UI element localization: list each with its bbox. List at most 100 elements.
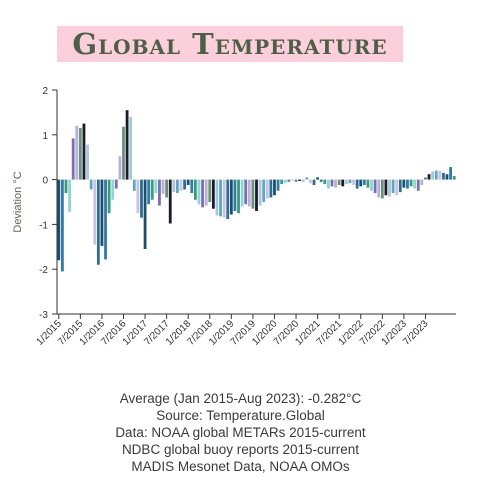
- y-axis-label: Deviation °C: [12, 171, 24, 232]
- y-tick-label: -2: [39, 265, 48, 276]
- bar: [413, 179, 417, 189]
- bar: [226, 179, 230, 220]
- bar: [114, 179, 118, 189]
- bar: [442, 172, 445, 180]
- bar: [305, 177, 309, 180]
- bar: [323, 179, 327, 185]
- bar: [388, 179, 391, 197]
- caption-source: Source: Temperature.Global: [156, 408, 325, 423]
- bar: [273, 179, 276, 196]
- bar: [326, 179, 330, 189]
- bar: [179, 179, 183, 191]
- bar: [247, 179, 251, 207]
- bar: [449, 167, 453, 180]
- bar: [341, 179, 345, 187]
- y-tick-label: -1: [39, 220, 48, 231]
- caption-data-madis: MADIS Mesonet Data, NOAA OMOs: [131, 459, 350, 474]
- bar: [78, 128, 82, 180]
- bar: [319, 179, 323, 182]
- bar: [316, 177, 320, 180]
- bar: [183, 179, 187, 190]
- bar: [57, 179, 61, 261]
- bar: [373, 179, 377, 194]
- bar: [445, 174, 449, 180]
- bar: [359, 179, 363, 187]
- bar: [140, 179, 143, 218]
- bar: [355, 179, 359, 189]
- title-banner: Global Temperature: [57, 26, 403, 62]
- bar: [384, 179, 388, 196]
- bar: [298, 179, 302, 181]
- bar: [165, 179, 169, 198]
- bar: [380, 179, 384, 199]
- bar: [291, 179, 294, 181]
- bar: [287, 179, 291, 182]
- bar: [391, 179, 395, 194]
- bar: [312, 179, 316, 185]
- bar: [89, 179, 93, 190]
- bar: [93, 179, 97, 245]
- bar: [255, 179, 258, 211]
- bar: [427, 174, 431, 180]
- bar: [75, 125, 79, 180]
- bar: [424, 177, 427, 180]
- bar: [334, 179, 337, 188]
- bar: [301, 179, 305, 182]
- bar: [330, 179, 334, 187]
- bar: [222, 179, 226, 218]
- bar: [161, 179, 165, 194]
- bar: [64, 179, 68, 194]
- bar: [366, 179, 370, 188]
- bar: [71, 138, 75, 180]
- bar: [262, 179, 266, 202]
- bar: [129, 116, 133, 180]
- bar: [82, 123, 86, 180]
- bar: [201, 179, 204, 208]
- bar: [143, 179, 147, 250]
- bar: [269, 179, 273, 198]
- bar: [237, 179, 240, 214]
- bar: [197, 179, 201, 205]
- y-tick-label: -3: [39, 310, 48, 321]
- bar: [309, 179, 312, 184]
- caption-average: Average (Jan 2015-Aug 2023): -0.282°C: [119, 391, 362, 406]
- bar: [280, 179, 284, 185]
- bar: [107, 179, 111, 214]
- bar: [352, 179, 355, 185]
- bar: [370, 179, 373, 191]
- bar: [186, 179, 190, 185]
- bar: [398, 179, 402, 193]
- bar: [283, 179, 287, 184]
- bar: [104, 179, 107, 260]
- bar: [276, 179, 280, 191]
- bar: [395, 179, 399, 196]
- bar: [337, 179, 341, 185]
- bar: [402, 179, 406, 188]
- chart-title: Global Temperature: [72, 27, 388, 61]
- bar: [406, 179, 409, 189]
- bar: [251, 179, 255, 209]
- bar: [348, 179, 352, 184]
- bar: [150, 179, 154, 200]
- bar: [168, 179, 172, 224]
- bar: [434, 170, 438, 180]
- y-tick-label: 1: [42, 131, 48, 142]
- bar: [215, 179, 219, 216]
- chart-caption: Average (Jan 2015-Aug 2023): -0.282°C So…: [0, 390, 481, 475]
- bar: [100, 179, 104, 246]
- bar: [416, 179, 420, 191]
- caption-data-buoy: NDBC global buoy reports 2015-current: [121, 442, 360, 457]
- bar: [420, 179, 424, 185]
- bar: [190, 179, 194, 194]
- bar: [147, 179, 151, 205]
- bar: [377, 179, 381, 198]
- bar: [240, 179, 244, 207]
- bar: [96, 179, 100, 265]
- bar: [118, 156, 122, 180]
- bar: [132, 179, 136, 191]
- bar: [211, 179, 215, 209]
- bar: [136, 179, 140, 214]
- bar: [111, 179, 115, 200]
- bar: [60, 179, 64, 272]
